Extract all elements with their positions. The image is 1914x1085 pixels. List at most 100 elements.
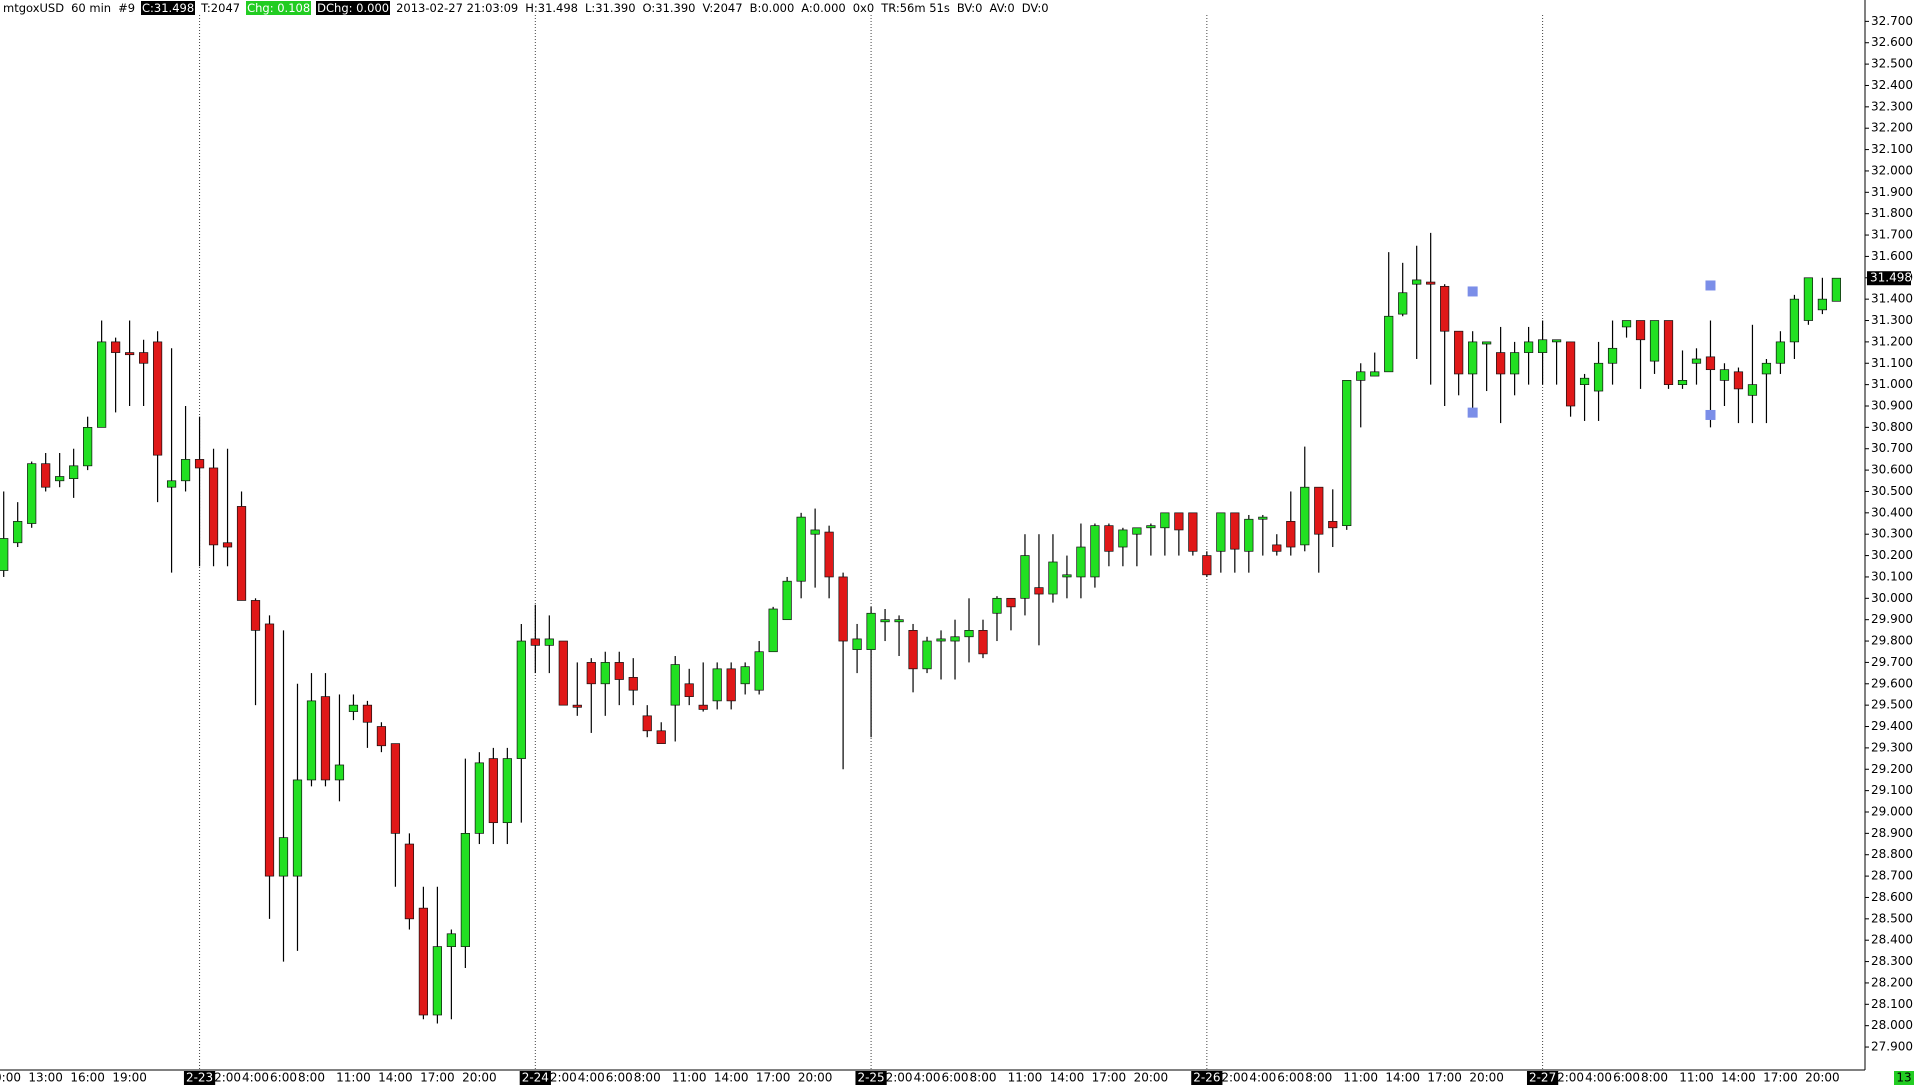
candle-body [1328, 521, 1338, 529]
candle-body [1398, 292, 1408, 315]
candle-body [1272, 544, 1282, 552]
candle-body [600, 662, 610, 685]
header-item: mtgoxUSD [3, 1, 65, 15]
x-tick-label: 8:00 [634, 1071, 661, 1085]
candle-body [1006, 597, 1016, 608]
x-tick-label: 20:00 [1469, 1071, 1504, 1085]
candle-body [1747, 384, 1758, 396]
candle-body [278, 837, 289, 877]
candle-body [852, 638, 862, 650]
x-tick-label: 4:00 [914, 1071, 941, 1085]
candle-body [1468, 341, 1478, 375]
last-price-tag: 31.498 [1867, 271, 1912, 286]
candle-body [1677, 380, 1688, 385]
y-tick-label: 31.800 [1871, 206, 1913, 220]
candle-body [1132, 527, 1142, 535]
date-label-bg [1191, 1071, 1223, 1085]
candle-body [1300, 486, 1310, 546]
y-tick-label: 28.100 [1871, 997, 1913, 1011]
y-tick-label: 30.800 [1871, 420, 1913, 434]
y-tick-label: 32.600 [1871, 35, 1913, 49]
candle-body [1412, 279, 1422, 285]
candle-body [684, 683, 694, 697]
header-item: T:2047 [201, 1, 241, 15]
candle-body [1258, 516, 1268, 520]
candle-body [111, 341, 121, 353]
y-tick-label: 29.700 [1871, 655, 1913, 669]
y-tick-label: 28.700 [1871, 869, 1913, 883]
y-tick-label: 29.500 [1871, 698, 1913, 712]
header-item: V:2047 [702, 1, 743, 15]
candle-body [1510, 352, 1520, 375]
candle-body [41, 463, 51, 488]
header-item: TR:56m 51s [881, 1, 950, 15]
candle-body [292, 779, 303, 877]
candle-body [1426, 281, 1436, 285]
x-tick-label: 19:00 [112, 1071, 147, 1085]
x-tick-label: 2:00 [886, 1071, 913, 1085]
y-tick-label: 28.600 [1871, 890, 1913, 904]
y-tick-label: 28.800 [1871, 847, 1913, 861]
x-tick-label: 6:00 [270, 1071, 297, 1085]
candle-body [950, 636, 960, 642]
candle-body [1565, 341, 1576, 407]
y-tick-label: 29.800 [1871, 634, 1913, 648]
y-tick-label: 32.300 [1871, 99, 1913, 113]
candle-body [866, 612, 876, 650]
candle-body [894, 619, 904, 623]
candle-body [1831, 277, 1841, 302]
candle-body [334, 764, 345, 781]
candle-body [1440, 285, 1450, 332]
x-tick-label: 20:00 [1134, 1071, 1169, 1085]
candle-body [1551, 339, 1562, 343]
candle-body [712, 668, 722, 702]
date-label-bg [183, 1071, 216, 1085]
x-tick-label: 4:00 [1585, 1071, 1612, 1085]
candle-body [1090, 525, 1100, 578]
candle-body [1663, 320, 1674, 385]
candle-body [614, 662, 624, 680]
candle-body [1342, 380, 1352, 527]
header-item: A:0.000 [801, 1, 846, 15]
header-bar: mtgoxUSD 60 min #9 C:31.498 T:2047 Chg: 0.108… [2, 1, 1050, 15]
date-label: 2-24 [519, 1071, 551, 1085]
x-tick-label: 4:00 [578, 1071, 605, 1085]
candle-body [516, 640, 526, 759]
x-tick-label: 17:00 [756, 1071, 791, 1085]
candle-body [27, 463, 37, 524]
x-tick-label: 8:00 [1641, 1071, 1668, 1085]
candle-body [1356, 371, 1366, 381]
x-tick-label: 8:00 [1305, 1071, 1332, 1085]
header-item: DChg: 0.000 [316, 1, 391, 15]
y-tick-label: 28.200 [1871, 975, 1913, 989]
x-tick-label: 20:00 [798, 1071, 833, 1085]
x-tick-label: 11:00 [1343, 1071, 1378, 1085]
x-tick-label: 8:00 [970, 1071, 997, 1085]
candle-body [992, 597, 1002, 614]
x-tick-label: 6:00 [1277, 1071, 1304, 1085]
x-tick-label: 14:00 [714, 1071, 749, 1085]
header-item: 0x0 [852, 1, 875, 15]
y-tick-label: 31.600 [1871, 249, 1913, 263]
candle-body [628, 677, 638, 691]
candle-body [180, 459, 191, 482]
header-item: 60 min [71, 1, 112, 15]
y-tick-label: 30.600 [1871, 463, 1913, 477]
y-tick-label: 32.200 [1871, 121, 1913, 135]
x-tick-label: 17:00 [1763, 1071, 1798, 1085]
candle-body [194, 459, 205, 469]
x-tick-label: 2:00 [214, 1071, 241, 1085]
candle-body [1384, 315, 1394, 373]
candle-body [1244, 518, 1254, 552]
y-tick-label: 31.300 [1871, 313, 1913, 327]
candle-body [1719, 369, 1730, 381]
candle-body [880, 619, 890, 623]
candle-body [139, 352, 149, 364]
candle-body [432, 946, 442, 1016]
candle-body [1146, 525, 1156, 529]
candle-body [586, 662, 596, 685]
y-tick-label: 30.700 [1871, 441, 1913, 455]
header-item: B:0.000 [749, 1, 795, 15]
candle-body [656, 730, 666, 744]
